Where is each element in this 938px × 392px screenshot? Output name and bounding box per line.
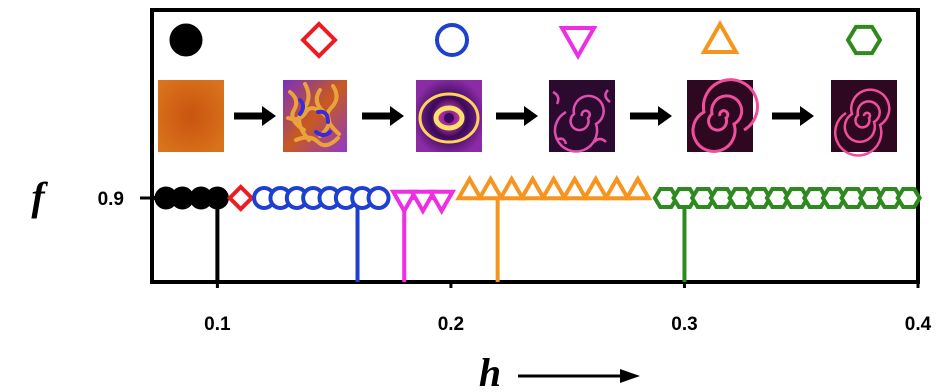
y-axis-label: f bbox=[31, 174, 48, 219]
data-point-multi-armed-spiral-12 bbox=[857, 186, 885, 210]
data-point-multi-armed-spiral-7 bbox=[764, 186, 792, 210]
legend-marker-spiral bbox=[700, 19, 740, 54]
inset-turbulent bbox=[283, 80, 347, 152]
data-point-multi-armed-spiral-3 bbox=[689, 186, 717, 210]
legend-marker-turbulent bbox=[300, 21, 338, 59]
data-point-multi-armed-spiral-10 bbox=[820, 186, 848, 210]
data-point-spiral-defects-1 bbox=[389, 189, 419, 216]
data-point-multi-armed-spiral-9 bbox=[801, 186, 829, 210]
data-point-spiral-3 bbox=[497, 174, 527, 201]
x-tick-label-0.4: 0.4 bbox=[905, 314, 932, 335]
axis-ticks: 0.1 0.2 0.3 0.4 0.9 bbox=[98, 189, 932, 335]
data-point-multi-armed-spiral-8 bbox=[783, 186, 810, 210]
data-point-multi-armed-spiral-2 bbox=[671, 186, 698, 210]
x-tick-label-0.2: 0.2 bbox=[438, 314, 464, 335]
x-axis-label: h bbox=[479, 350, 501, 392]
legend-markers bbox=[169, 19, 883, 61]
legend-marker-spiral-defects bbox=[558, 26, 598, 61]
arrow-3 bbox=[496, 106, 538, 126]
data-point-multi-armed-spiral-5 bbox=[727, 186, 754, 210]
data-point-homogeneous-4 bbox=[205, 186, 229, 210]
data-point-multi-armed-spiral-6 bbox=[745, 186, 773, 210]
arrow-5 bbox=[772, 106, 814, 126]
data-point-spiral-defects-3 bbox=[427, 189, 457, 216]
data-point-target-8 bbox=[366, 186, 391, 210]
data-point-spiral-7 bbox=[581, 174, 611, 201]
inset-target bbox=[416, 80, 482, 152]
x-tick-label-0.1: 0.1 bbox=[204, 314, 231, 335]
data-point-turbulent-1 bbox=[226, 184, 255, 212]
data-markers bbox=[154, 174, 922, 216]
inset-spiral-defects bbox=[549, 80, 615, 153]
plot-frame bbox=[150, 8, 920, 284]
inset-arrows bbox=[234, 106, 814, 126]
data-point-spiral-defects-2 bbox=[408, 189, 438, 216]
legend-marker-multi-armed-spiral bbox=[845, 24, 883, 56]
data-point-spiral-8 bbox=[602, 174, 632, 201]
inset-multi-armed-spiral bbox=[831, 80, 897, 157]
data-point-multi-armed-spiral-13 bbox=[876, 186, 904, 210]
legend-marker-homogeneous bbox=[169, 23, 203, 57]
data-point-multi-armed-spiral-14 bbox=[895, 186, 922, 210]
arrow-2 bbox=[362, 106, 404, 126]
y-tick-label-0.9: 0.9 bbox=[98, 189, 124, 210]
inset-spiral bbox=[687, 78, 759, 153]
x-tick-label-0.3: 0.3 bbox=[671, 314, 697, 335]
arrow-1 bbox=[234, 106, 276, 126]
data-point-spiral-2 bbox=[476, 174, 506, 201]
data-point-spiral-4 bbox=[518, 174, 548, 201]
data-point-spiral-5 bbox=[539, 174, 569, 201]
legend-marker-target bbox=[435, 23, 469, 57]
data-point-multi-armed-spiral-11 bbox=[839, 186, 866, 210]
arrow-4 bbox=[630, 106, 672, 126]
data-point-spiral-6 bbox=[560, 174, 590, 201]
data-point-multi-armed-spiral-1 bbox=[652, 186, 680, 210]
x-axis-arrow bbox=[518, 369, 640, 383]
data-point-multi-armed-spiral-4 bbox=[708, 186, 736, 210]
inset-homogeneous bbox=[158, 80, 224, 152]
transition-lines bbox=[215, 198, 687, 282]
data-point-spiral-9 bbox=[623, 174, 653, 201]
data-point-spiral-1 bbox=[455, 174, 485, 201]
